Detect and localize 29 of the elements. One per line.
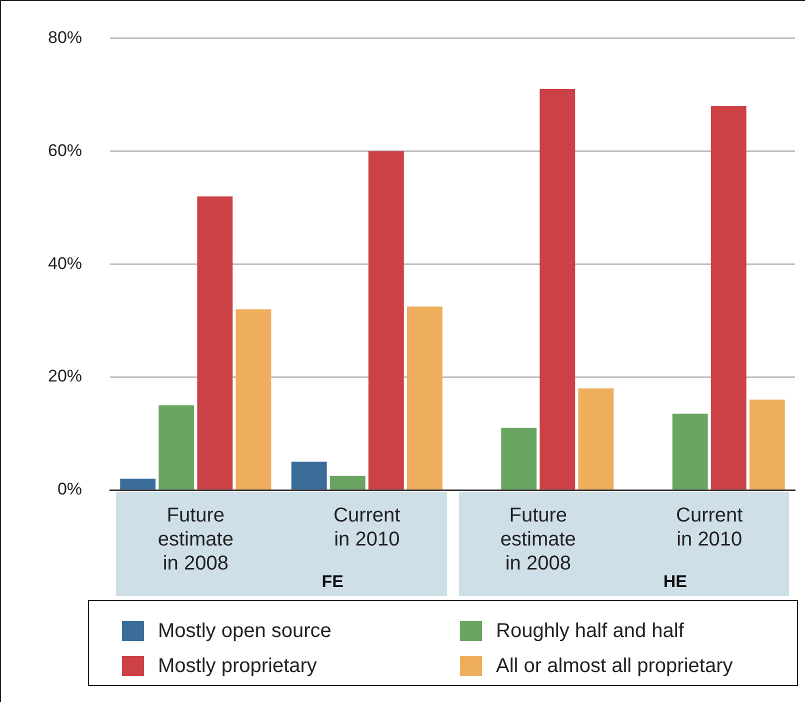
y-tick-label: 20% [48, 366, 82, 386]
bar [158, 405, 194, 490]
bar [406, 306, 442, 490]
x-tick-label: Current in 2010 [676, 504, 744, 551]
text: FE [320, 572, 344, 592]
x-tick-label: Current in 2010 [334, 504, 401, 551]
legend-label: All or almost all proprietary [496, 654, 733, 678]
text: HE [662, 572, 688, 592]
bar [330, 476, 366, 490]
y-tick-label: 80% [48, 28, 82, 47]
bar [236, 309, 272, 490]
bar [749, 400, 785, 490]
y-tick-label: 60% [48, 140, 82, 160]
bar [291, 462, 327, 490]
bar [120, 478, 156, 490]
bar [540, 89, 576, 490]
y-tick-label: 0% [57, 480, 82, 499]
bar [197, 196, 233, 490]
legend-label: Roughly half and half [496, 620, 684, 642]
legend-label: Mostly proprietary [158, 654, 317, 678]
legend-label: Mostly open source [158, 620, 332, 642]
bar [672, 414, 708, 490]
bar [710, 106, 746, 490]
x-tick-label: Future estimate in 2008 [500, 504, 576, 575]
y-tick-label: 40% [48, 254, 82, 273]
bar [368, 151, 404, 490]
bar [501, 428, 537, 490]
x-tick-label: Future estimate in 2008 [158, 504, 234, 575]
bar [578, 388, 614, 490]
